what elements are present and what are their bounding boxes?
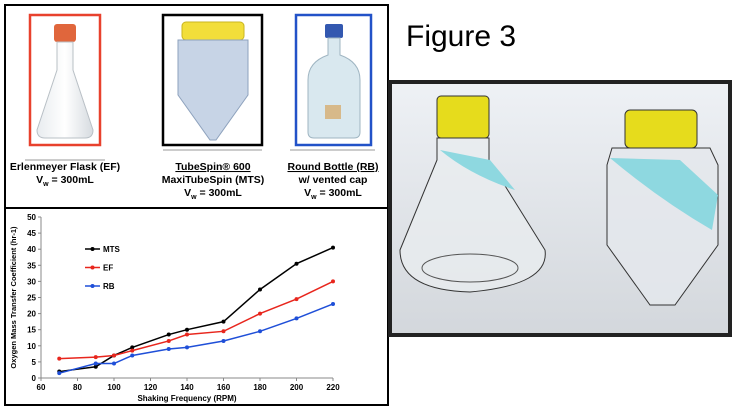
- data-point: [130, 348, 135, 353]
- volume-symbol: V: [36, 174, 43, 186]
- data-point: [93, 355, 98, 360]
- data-point: [185, 345, 189, 350]
- rb-label: [325, 105, 341, 119]
- figure-label: Figure 3: [406, 20, 516, 53]
- container-label: TubeSpin® 600: [175, 161, 250, 173]
- y-tick-label: 25: [27, 294, 36, 303]
- series-line: [59, 280, 334, 360]
- render-liquid-1: [440, 150, 515, 190]
- rb-cap: [325, 24, 343, 38]
- rb-bottle: [307, 37, 361, 139]
- y-tick-label: 35: [27, 261, 36, 270]
- ef-cap: [54, 24, 76, 42]
- data-point: [258, 329, 262, 334]
- volume-symbol: V: [184, 187, 191, 199]
- y-tick-label: 15: [27, 326, 36, 335]
- series-line: [59, 303, 334, 374]
- x-tick-label: 60: [37, 383, 46, 392]
- legend-label: EF: [103, 264, 113, 273]
- x-tick-label: 220: [326, 383, 340, 392]
- legend-marker: [90, 247, 95, 251]
- container-labels: Erlenmeyer Flask (EF)Vw = 300mLTubeSpin®…: [10, 149, 379, 201]
- data-point: [130, 345, 135, 350]
- data-point: [185, 327, 189, 332]
- y-tick-label: 20: [27, 310, 36, 319]
- data-point: [166, 347, 171, 352]
- volume-label: Vw = 300mL: [184, 187, 242, 201]
- y-tick-label: 45: [27, 229, 36, 238]
- y-tick-label: 30: [27, 277, 36, 286]
- volume-subscript: w: [190, 194, 197, 201]
- data-point: [294, 316, 299, 321]
- container-label: Erlenmeyer Flask (EF): [10, 161, 120, 173]
- x-tick-label: 140: [180, 383, 194, 392]
- render-cap-1: [436, 95, 490, 139]
- volume-text: = 300mL: [49, 174, 95, 186]
- data-point: [258, 287, 262, 292]
- y-tick-label: 0: [32, 374, 37, 383]
- data-point: [57, 371, 62, 376]
- volume-subscript: w: [42, 181, 49, 188]
- data-point: [258, 311, 262, 316]
- data-point: [93, 364, 98, 369]
- data-point: [166, 332, 171, 337]
- legend-label: MTS: [103, 245, 121, 254]
- mts-frame: [161, 13, 264, 147]
- data-point: [57, 356, 62, 361]
- volume-text: = 300mL: [197, 187, 243, 199]
- y-tick-label: 10: [27, 342, 36, 351]
- x-tick-label: 160: [217, 383, 231, 392]
- volume-subscript: w: [310, 194, 317, 201]
- volume-text: = 300mL: [317, 187, 363, 199]
- mts-cap: [181, 21, 245, 41]
- series-line: [59, 246, 334, 373]
- mts-tube: [177, 39, 249, 141]
- data-point: [331, 301, 335, 306]
- container-label: MaxiTubeSpin (MTS): [162, 174, 264, 186]
- data-point: [294, 261, 299, 266]
- legend-label: RB: [103, 282, 115, 291]
- legend-marker: [90, 265, 95, 270]
- data-point: [112, 353, 116, 358]
- volume-label: Vw = 300mL: [304, 187, 362, 201]
- rb-frame: [294, 13, 373, 147]
- x-tick-label: 200: [290, 383, 304, 392]
- render-flask: [399, 137, 546, 293]
- legend-marker: [90, 284, 95, 288]
- container-label: Round Bottle (RB): [288, 161, 379, 173]
- ef-frame: [28, 13, 102, 147]
- chart: 0 5 10 15 20 25 30 35 40 45 50 60 80 100 120 140 160 180 2…: [9, 213, 340, 403]
- x-tick-label: 80: [73, 383, 82, 392]
- data-point: [166, 338, 171, 343]
- data-point: [185, 332, 189, 337]
- render-liquid-2: [610, 158, 718, 230]
- container-label: w/ vented cap: [298, 174, 368, 186]
- x-tick-label: 180: [253, 383, 267, 392]
- y-tick-label: 40: [27, 245, 36, 254]
- x-axis-label: Shaking Frequency (RPM): [137, 394, 236, 403]
- data-point: [331, 279, 335, 284]
- ef-flask: [36, 41, 94, 139]
- render-base-1: [421, 253, 519, 283]
- data-point: [221, 319, 226, 324]
- x-tick-label: 100: [107, 383, 121, 392]
- data-point: [221, 338, 226, 343]
- data-point: [130, 353, 135, 358]
- y-axis-label: Oxygen Mass Transfer Coefficient (hr-1): [9, 226, 18, 369]
- data-point: [331, 245, 335, 250]
- data-point: [93, 361, 98, 366]
- x-tick-label: 120: [144, 383, 158, 392]
- data-point: [294, 297, 299, 302]
- y-tick-label: 5: [32, 358, 37, 367]
- render-cap-2: [624, 109, 698, 149]
- volume-label: Vw = 300mL: [36, 174, 94, 188]
- data-point: [221, 329, 226, 334]
- y-tick-label: 50: [27, 213, 36, 222]
- volume-symbol: V: [304, 187, 311, 199]
- data-point: [112, 361, 116, 366]
